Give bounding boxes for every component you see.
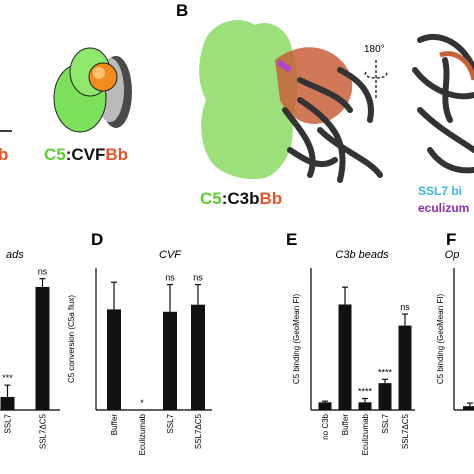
significance-label: ns [165,273,175,283]
cropped-label: b [0,145,8,164]
chart-title: ads [6,249,24,261]
significance-label: *** [2,373,13,383]
panel-label: E [286,230,297,249]
panel-label: D [91,230,103,249]
significance-label: **** [358,386,373,396]
x-tick-label: no C3b [321,413,330,439]
significance-label: **** [378,367,393,377]
protein-structure [199,20,474,183]
complex-label: C5:CVFBb [44,145,128,164]
x-tick-label: Buffer [341,414,350,436]
x-tick-label: SSL7ΔC5 [401,413,410,449]
bar [191,304,205,410]
bar [463,406,474,410]
complex-cartoon [53,47,132,133]
bar [318,402,332,410]
bar [107,309,121,410]
chart-title: CVF [159,249,182,261]
bar [398,325,412,410]
panel-label: B [176,1,188,20]
panel-label: F [446,230,456,249]
y-axis-label: C5 binding (GeoMean FI) [436,294,445,385]
y-axis-label: C5 conversion (C5a flux) [67,295,76,383]
y-axis-label: C5 binding (GeoMean FI) [292,294,301,385]
bar [338,304,352,410]
x-tick-label: SSL7ΔC5 [39,413,48,449]
x-tick-label: Buffer [110,414,119,436]
x-tick-label: SSL7 [381,413,390,433]
chart-title: C3b beads [335,249,389,261]
rotation-label: 180° [364,44,385,55]
chart-title: Op [445,249,460,261]
significance-label: ns [193,273,203,283]
bar [163,311,177,410]
legend-entry: eculizum [418,201,469,215]
x-tick-label: SSL7ΔC5 [194,413,203,449]
legend-entry: SSL7 bi [418,184,462,198]
bar [35,286,50,410]
significance-label: ns [38,267,48,277]
significance-label: ns [400,302,410,312]
bar [378,383,392,410]
x-tick-label: SSL7 [4,413,13,433]
bar [0,396,15,410]
bar [358,402,372,410]
structure-label: C5:C3bBb [200,189,282,208]
rotation-arrow [364,60,388,100]
x-tick-label: Eculizumab [361,413,370,455]
x-tick-label: Eculizumab [138,413,147,455]
x-tick-label: SSL7 [166,413,175,433]
significance-label: * [140,398,144,408]
